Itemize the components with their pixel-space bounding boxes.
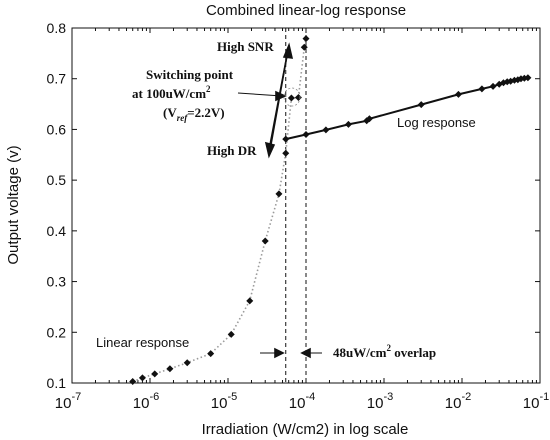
x-tick-label-base: 10	[523, 395, 540, 412]
series-marker-1	[365, 115, 373, 123]
series-marker-0	[129, 377, 137, 385]
y-tick-label: 0.1	[47, 375, 67, 391]
series-marker-1	[322, 126, 330, 134]
x-tick-label: 10-2	[445, 391, 471, 412]
annotation-high-snr: High SNR	[217, 39, 274, 54]
series-marker-0	[302, 35, 310, 43]
x-tick-label: 10-5	[211, 391, 237, 412]
annotation-overlap-sup: 2	[386, 343, 391, 353]
x-tick-label: 10-3	[367, 391, 393, 412]
annotation-overlap-post: overlap	[391, 345, 436, 360]
x-axis-label: Irradiation (W/cm2) in log scale	[202, 421, 409, 438]
series-marker-1	[478, 85, 486, 93]
x-tick-label-base: 10	[445, 395, 462, 412]
series-marker-1	[507, 77, 515, 85]
x-tick-label-exp: -4	[305, 391, 315, 403]
series-marker-0	[246, 297, 254, 305]
x-tick-label-exp: -2	[461, 391, 471, 403]
y-tick-label: 0.5	[47, 172, 67, 188]
x-tick-label-exp: -7	[71, 391, 81, 403]
series-marker-1	[524, 74, 532, 82]
y-tick-label: 0.6	[47, 121, 67, 137]
series-marker-0	[275, 190, 283, 198]
x-tick-label-base: 10	[55, 395, 72, 412]
arrow-switching	[237, 92, 283, 97]
x-tick-label-exp: -1	[539, 391, 549, 403]
annotation-log-response: Log response	[397, 115, 476, 130]
y-tick-label: 0.3	[47, 274, 67, 290]
y-tick-label: 0.2	[47, 324, 67, 340]
arrow-overlap-right-head	[300, 347, 311, 359]
annotation-switching-line3-post: =2.2V)	[187, 105, 224, 120]
axes-group: 10-7 10-6 10-5 10-4 10-3 10-2 10-10.10.20.30.4…	[47, 20, 550, 412]
annotation-overlap: 48uW/cm2 overlap	[333, 343, 436, 360]
annotation-switching-line2: at 100uW/cm2	[132, 84, 211, 101]
series-marker-0	[166, 365, 174, 373]
x-tick-label: 10-1	[523, 391, 549, 412]
annotation-switching-line3-pre: (V	[163, 105, 177, 120]
annotation-switching-line1: Switching point	[146, 67, 234, 82]
annotation-switching-line3: (Vref=2.2V)	[163, 105, 225, 123]
x-tick-label-base: 10	[133, 395, 150, 412]
y-tick-label: 0.4	[47, 223, 67, 239]
arrow-high-dr	[269, 49, 289, 151]
annotation-switching-line2-text: at 100uW/cm	[132, 86, 206, 101]
x-tick-label: 10-6	[133, 391, 159, 412]
chart-title: Combined linear-log response	[206, 2, 406, 19]
arrow-high-dr-head	[264, 141, 276, 159]
y-tick-label: 0.7	[47, 71, 67, 87]
series-marker-0	[207, 350, 215, 358]
series-marker-0	[261, 237, 269, 245]
annotation-overlap-pre: 48uW/cm	[333, 345, 387, 360]
x-tick-label-base: 10	[211, 395, 228, 412]
series-marker-0	[138, 374, 146, 382]
x-tick-label-exp: -6	[149, 391, 159, 403]
series-marker-0	[282, 149, 290, 157]
y-tick-label: 0.8	[47, 20, 67, 36]
series-marker-0	[227, 330, 235, 338]
series-marker-0	[300, 43, 308, 51]
series-marker-1	[302, 131, 310, 138]
series-marker-1	[344, 120, 352, 128]
plot-group	[129, 28, 532, 385]
series-marker-0	[151, 370, 159, 378]
series-marker-1	[282, 135, 290, 143]
x-tick-label: 10-4	[289, 391, 315, 412]
x-tick-label: 10-7	[55, 391, 81, 412]
x-tick-label-base: 10	[289, 395, 306, 412]
arrow-overlap-left-head	[274, 347, 285, 359]
annotation-linear-response: Linear response	[96, 335, 189, 350]
series-marker-1	[454, 90, 462, 98]
x-tick-label-exp: -3	[383, 391, 393, 403]
switching-point-circle	[283, 87, 301, 107]
series-marker-1	[417, 101, 425, 109]
annotation-switching-line2-sup: 2	[206, 84, 211, 94]
y-axis-label: Output voltage (v)	[5, 145, 22, 264]
series-marker-0	[294, 93, 302, 101]
annotation-high-dr: High DR	[207, 143, 257, 158]
x-tick-label-base: 10	[367, 395, 384, 412]
annotation-arrows	[237, 42, 322, 359]
series-marker-1	[489, 82, 497, 90]
arrow-switching-head	[275, 90, 287, 102]
series-marker-0	[287, 94, 295, 102]
x-tick-label-exp: -5	[227, 391, 237, 403]
series-marker-0	[183, 359, 191, 367]
annotation-switching-line3-sub: ref	[177, 113, 188, 123]
